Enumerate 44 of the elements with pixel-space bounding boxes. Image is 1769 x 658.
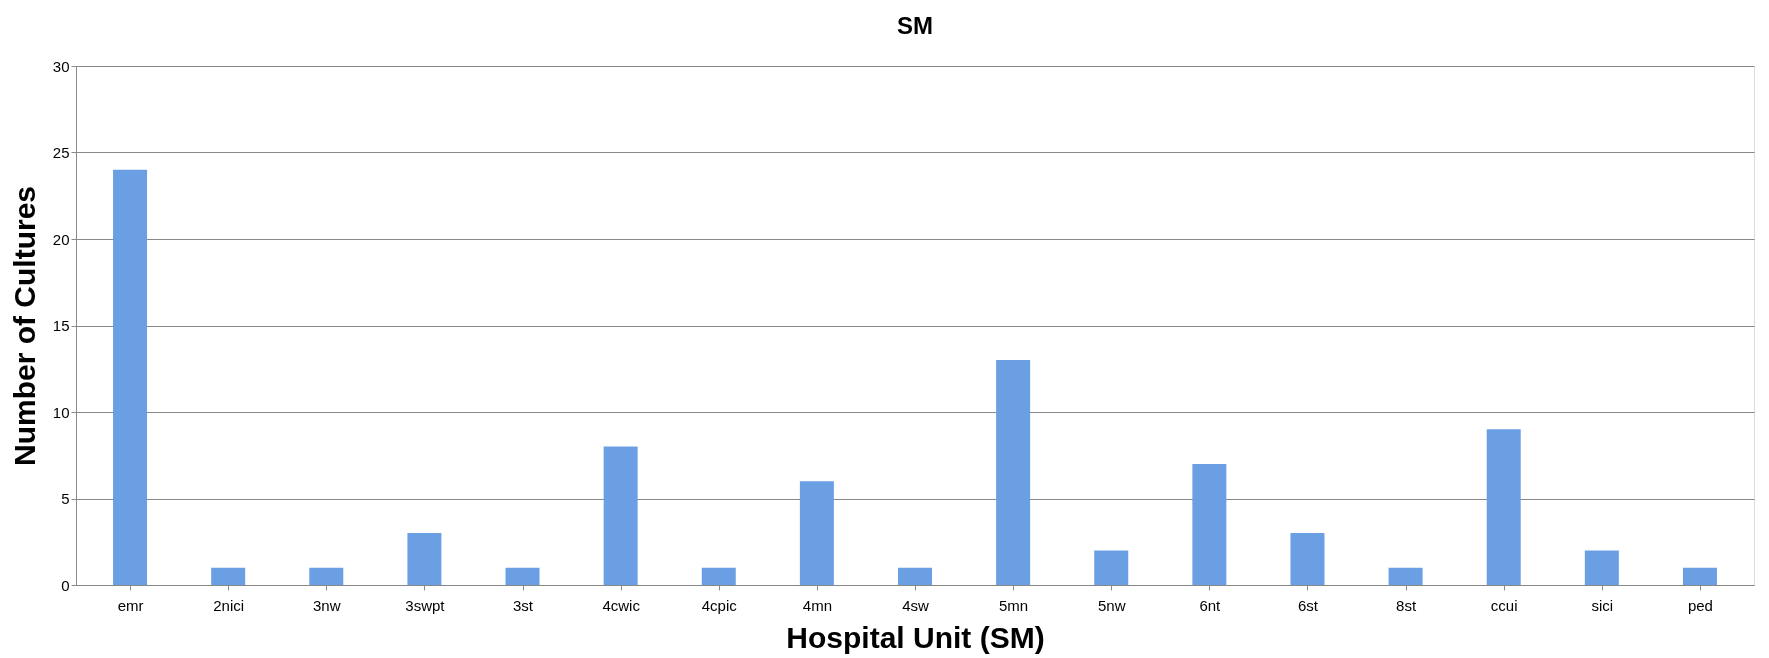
x-tick-label: 4cwic — [602, 596, 641, 614]
x-tick-label: 3st — [513, 596, 534, 614]
x-tick-label: 3swpt — [405, 596, 446, 614]
x-tick-label: ccui — [1490, 596, 1518, 614]
x-axis-title: Hospital Unit (SM) — [786, 620, 1045, 654]
x-tick-label: 2nici — [213, 596, 245, 614]
bar — [505, 567, 540, 585]
bar — [1094, 550, 1129, 585]
bar — [701, 567, 736, 585]
bar — [1388, 567, 1423, 585]
bar — [1486, 429, 1521, 585]
bar — [1290, 533, 1325, 585]
bar — [211, 567, 246, 585]
x-tick-label: 5mn — [999, 596, 1029, 614]
x-tick-label: sici — [1591, 596, 1614, 614]
bar — [1682, 567, 1717, 585]
bar — [309, 567, 344, 585]
bar — [996, 360, 1031, 585]
bar — [603, 446, 638, 585]
x-tick-label: 8st — [1396, 596, 1417, 614]
chart-title: SM — [897, 12, 933, 39]
bar — [898, 567, 932, 585]
y-tick-label: 30 — [52, 57, 70, 75]
y-tick-label: 25 — [52, 144, 70, 161]
x-tick-label: 4sw — [902, 596, 929, 614]
x-tick-label: 3nw — [313, 596, 341, 614]
bar — [1584, 550, 1619, 585]
x-tick-label: ped — [1687, 596, 1713, 614]
x-tick-label: 4cpic — [701, 596, 738, 614]
x-tick-label: 4mn — [802, 596, 832, 614]
x-tick-label: 5nw — [1097, 596, 1126, 614]
x-tick-label: emr — [117, 596, 144, 614]
x-tick-label: 6st — [1297, 596, 1319, 614]
y-tick-label: 15 — [52, 317, 70, 334]
bar — [1192, 463, 1227, 585]
y-tick-label: 0 — [61, 576, 70, 594]
y-tick-label: 5 — [61, 490, 70, 507]
y-tick-label: 20 — [52, 230, 70, 248]
bar — [113, 169, 148, 585]
bar — [799, 481, 834, 585]
bar — [407, 533, 442, 585]
y-axis-title: Number of Cultures — [7, 185, 41, 467]
x-tick-label: 6nt — [1199, 596, 1222, 614]
y-tick-label: 10 — [52, 403, 70, 421]
